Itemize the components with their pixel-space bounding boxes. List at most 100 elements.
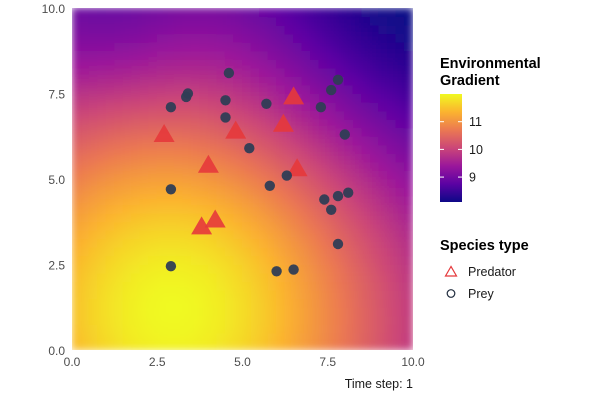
heatmap-cell: [378, 169, 388, 180]
heatmap-cell: [352, 306, 363, 317]
heatmap-cell: [182, 33, 192, 43]
heatmap-cell: [224, 16, 235, 26]
heatmap-cell: [207, 229, 218, 240]
heatmap-cell: [352, 204, 363, 214]
heatmap-cell: [250, 135, 261, 146]
heatmap-cell: [173, 41, 184, 52]
heatmap-cell: [148, 306, 158, 317]
heatmap-cell: [386, 110, 397, 120]
heatmap-cell: [276, 152, 286, 163]
heatmap-cell: [327, 229, 337, 240]
heatmap-cell: [88, 298, 99, 308]
heatmap-cell: [310, 255, 320, 265]
heatmap-cell: [182, 212, 192, 223]
heatmap-cell: [114, 33, 124, 43]
heatmap-cell: [259, 118, 269, 129]
heatmap-cell: [139, 229, 150, 240]
heatmap-cell: [378, 246, 388, 257]
heatmap-cell: [318, 315, 329, 325]
heatmap-cell: [284, 272, 295, 283]
heatmap-cell: [242, 178, 252, 189]
heatmap-cell: [242, 289, 252, 300]
heatmap-cell: [378, 67, 388, 77]
heatmap-cell: [369, 16, 380, 26]
heatmap-cell: [156, 178, 167, 189]
heatmap-cell: [139, 75, 150, 86]
heatmap-cell: [259, 41, 269, 52]
prey-point: [332, 238, 344, 250]
heatmap-cell: [361, 135, 371, 146]
heatmap-cell: [276, 127, 286, 137]
heatmap-cell: [386, 178, 397, 189]
heatmap-cell: [97, 75, 107, 86]
prey-point: [220, 95, 231, 106]
heatmap-cell: [156, 340, 167, 350]
heatmap-cell: [335, 246, 346, 257]
heatmap-cell: [395, 67, 405, 77]
heatmap-cell: [301, 289, 312, 300]
heatmap-cell: [165, 127, 175, 137]
heatmap-cell: [131, 246, 141, 257]
heatmap-cell: [318, 144, 329, 154]
heatmap-cell: [173, 315, 184, 325]
heatmap-cell: [148, 33, 158, 43]
heatmap-cell: [190, 229, 201, 240]
heatmap-cell: [395, 161, 405, 171]
heatmap-cell: [216, 33, 226, 43]
heatmap-cell: [386, 152, 397, 163]
legend-predator-triangle-icon: [444, 265, 458, 277]
heatmap-cell: [131, 264, 141, 274]
heatmap-cell: [80, 41, 90, 52]
heatmap-cell: [207, 323, 218, 334]
heatmap-cell: [148, 281, 158, 291]
heatmap-cell: [80, 178, 90, 189]
heatmap-cell: [284, 33, 295, 43]
heatmap-cell: [131, 33, 141, 43]
heatmap-cell: [318, 340, 329, 350]
heatmap-cell: [131, 332, 141, 342]
heatmap-cell: [361, 306, 371, 317]
heatmap-cell: [267, 332, 278, 342]
heatmap-cell: [318, 84, 329, 94]
heatmap-cell: [97, 195, 107, 206]
heatmap-cell: [216, 212, 226, 223]
heatmap-cell: [293, 281, 303, 291]
heatmap-cell: [293, 16, 303, 26]
heatmap-cell: [318, 332, 329, 342]
heatmap-cell: [139, 178, 150, 189]
heatmap-cell: [361, 298, 371, 308]
heatmap-cell: [352, 315, 363, 325]
heatmap-cell: [233, 24, 243, 35]
heatmap-cell: [97, 135, 107, 146]
heatmap-cell: [72, 33, 82, 43]
heatmap-cell: [378, 221, 388, 231]
heatmap-cell: [395, 101, 405, 112]
heatmap-cell: [165, 221, 175, 231]
heatmap-cell: [165, 332, 175, 342]
heatmap-cell: [310, 16, 320, 26]
heatmap-cell: [293, 58, 303, 69]
heatmap-cell: [386, 41, 397, 52]
predator-series: [153, 86, 308, 235]
heatmap-cell: [267, 16, 278, 26]
heatmap-cell: [165, 161, 175, 171]
heatmap-cell: [344, 315, 354, 325]
heatmap-cell: [395, 41, 405, 52]
prey-point: [165, 102, 177, 113]
heatmap-cell: [190, 306, 201, 317]
heatmap-cell: [267, 84, 278, 94]
heatmap-cell: [131, 93, 141, 103]
heatmap-cell: [139, 152, 150, 163]
heatmap-cell: [88, 323, 99, 334]
heatmap-cell: [97, 264, 107, 274]
heatmap-cell: [344, 323, 354, 334]
heatmap-cell: [156, 195, 167, 206]
heatmap-cell: [88, 306, 99, 317]
heatmap-cell: [233, 152, 243, 163]
heatmap-cell: [97, 24, 107, 35]
heatmap-cell: [378, 110, 388, 120]
heatmap-cell: [131, 187, 141, 197]
heatmap-cell: [318, 246, 329, 257]
heatmap-cell: [199, 289, 209, 300]
heatmap-cell: [293, 187, 303, 197]
